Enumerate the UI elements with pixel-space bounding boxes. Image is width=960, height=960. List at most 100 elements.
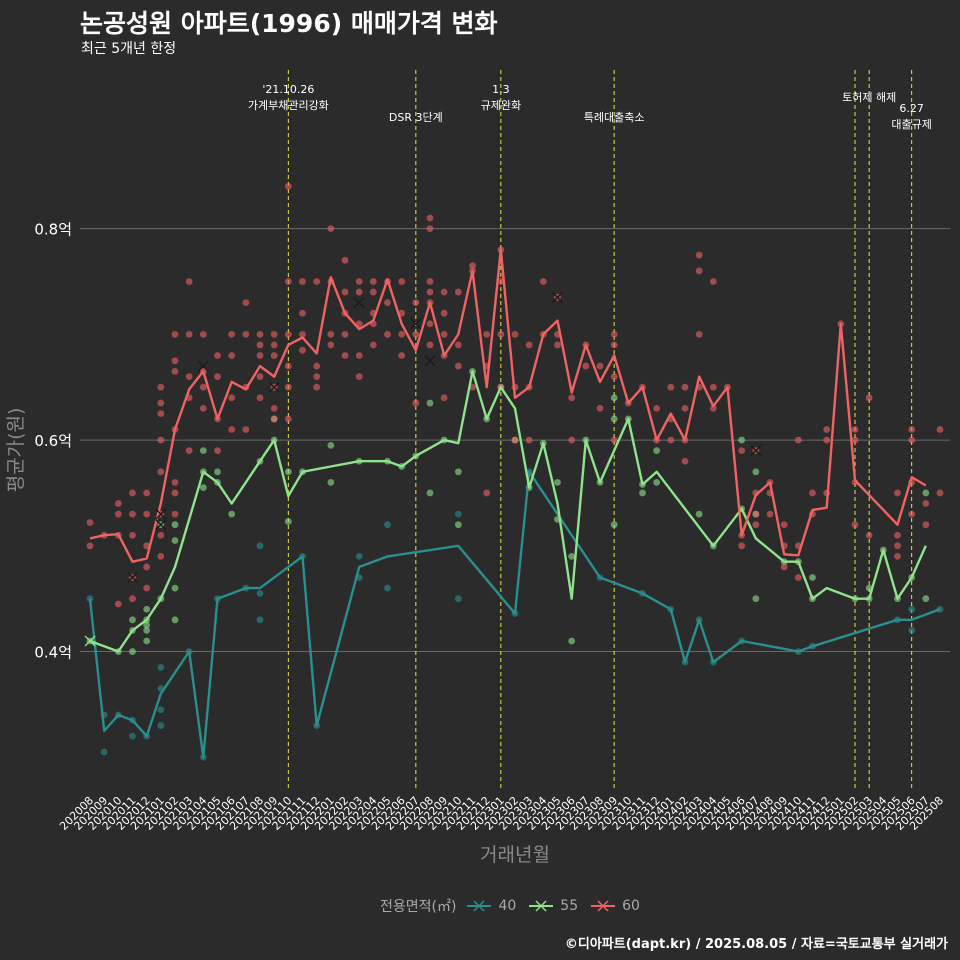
data-point-60	[256, 341, 264, 349]
data-point-55	[610, 415, 618, 423]
data-point-60	[695, 330, 703, 338]
data-point-60	[171, 330, 179, 338]
data-point-60	[228, 352, 236, 359]
event-annotation-2: 규제완화	[481, 99, 521, 112]
data-point-60	[384, 299, 391, 307]
data-point-60	[610, 330, 618, 338]
data-point-60	[709, 383, 717, 391]
cross-marker-60	[353, 297, 365, 309]
data-point-60	[157, 531, 165, 539]
data-point-60	[398, 352, 406, 359]
legend: 전용면적(㎡) 40 55 60	[380, 896, 652, 916]
cross-markers	[84, 291, 762, 647]
event-annotation-0: 가계부채관리강화	[248, 99, 329, 112]
data-point-60	[823, 426, 831, 433]
data-point-60	[143, 510, 151, 518]
data-point-60	[426, 320, 434, 328]
cross-marker-60	[197, 360, 209, 372]
data-point-60	[440, 330, 448, 338]
data-point-60	[86, 542, 94, 550]
data-point-60	[936, 489, 944, 497]
data-point-60	[936, 426, 944, 433]
data-point-60	[454, 362, 462, 370]
chart-title: 논공성원 아파트(1996) 매매가격 변화	[80, 9, 498, 38]
data-point-60	[709, 404, 717, 412]
cross-marker-60	[268, 381, 280, 393]
data-point-60	[412, 399, 420, 407]
data-point-55	[129, 648, 136, 655]
data-point-55	[653, 478, 661, 486]
data-point-55	[639, 489, 646, 497]
x-axis-label: 거래년월	[480, 844, 550, 866]
data-point-60	[270, 404, 278, 412]
data-point-60	[766, 510, 774, 518]
legend-item-40: 40	[466, 896, 516, 916]
data-point-60	[341, 288, 349, 296]
data-point-60	[794, 574, 802, 581]
data-point-40	[384, 521, 391, 529]
data-point-60	[171, 510, 179, 518]
data-point-60	[738, 447, 746, 455]
data-point-60	[341, 352, 349, 359]
data-point-60	[214, 352, 221, 359]
data-point-55	[922, 489, 930, 497]
data-point-60	[681, 457, 689, 465]
data-point-55	[752, 595, 760, 603]
data-point-60	[114, 500, 122, 507]
cross-marker-60	[155, 519, 167, 531]
data-point-60	[341, 256, 349, 264]
data-point-60	[327, 341, 335, 349]
data-point-60	[157, 399, 165, 407]
data-point-60	[129, 489, 136, 497]
data-point-60	[568, 436, 576, 444]
event-annotation-5: 토허제 해제	[842, 90, 896, 104]
event-annotation-1: DSR 3단계	[389, 111, 443, 124]
data-point-60	[313, 278, 321, 285]
data-point-60	[894, 542, 901, 550]
data-point-60	[242, 299, 250, 307]
data-point-60	[270, 330, 278, 338]
data-point-60	[525, 341, 533, 349]
data-point-55	[568, 637, 576, 645]
data-point-60	[284, 330, 292, 338]
data-point-60	[327, 225, 335, 233]
event-annotation-2: 1.3	[492, 83, 510, 96]
cross-marker-60	[424, 355, 436, 367]
data-point-60	[299, 309, 306, 317]
data-point-60	[185, 278, 193, 285]
data-point-55	[284, 518, 292, 525]
data-point-55	[809, 574, 816, 581]
data-point-55	[454, 468, 462, 476]
data-point-60	[426, 278, 434, 285]
data-point-55	[284, 468, 292, 476]
data-point-60	[851, 436, 859, 444]
data-point-60	[908, 436, 916, 444]
data-point-60	[114, 510, 122, 518]
data-point-60	[922, 521, 930, 529]
data-point-60	[454, 288, 462, 296]
data-point-60	[313, 373, 321, 381]
data-point-60	[284, 362, 292, 370]
data-point-40	[129, 732, 136, 740]
data-point-40	[157, 664, 165, 671]
data-point-40	[355, 552, 363, 560]
data-point-60	[157, 410, 165, 418]
data-point-40	[157, 706, 165, 714]
data-point-60	[129, 510, 136, 518]
data-point-60	[355, 278, 363, 285]
data-point-60	[823, 436, 831, 444]
data-point-60	[894, 531, 901, 539]
data-point-60	[185, 330, 193, 338]
legend-key-60-icon	[591, 900, 616, 912]
y-tick-label: 0.6억	[34, 432, 72, 450]
data-point-60	[525, 436, 533, 444]
event-annotation-6: 대출규제	[891, 118, 931, 131]
data-point-55	[199, 484, 207, 492]
data-point-40	[256, 589, 264, 597]
data-point-60	[894, 489, 901, 497]
data-point-60	[299, 278, 306, 285]
data-point-60	[568, 394, 576, 402]
data-point-60	[412, 299, 420, 307]
y-tick-labels: 0.4억 0.6억 0.8억	[34, 221, 72, 662]
